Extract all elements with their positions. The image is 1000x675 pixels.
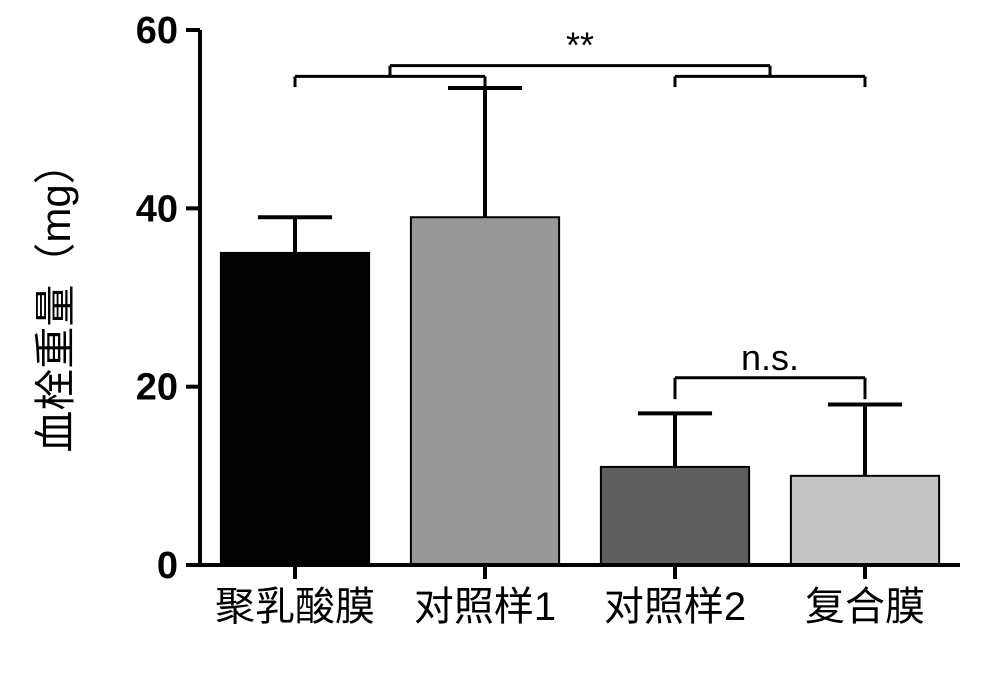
bar	[221, 253, 369, 565]
bar	[791, 476, 939, 565]
bar	[601, 467, 749, 565]
significance-label: n.s.	[741, 337, 799, 378]
bar	[411, 217, 559, 565]
y-tick-label: 0	[157, 545, 178, 587]
chart-container: 0 20 40 60 聚乳酸膜对照样1 对照样2 复合膜 血栓重量（mg） ** n.s.	[0, 0, 1000, 675]
category-label: 聚乳酸膜	[215, 585, 375, 629]
y-tick-label: 60	[136, 10, 178, 52]
y-axis-label: 血栓重量（mg）	[32, 142, 79, 452]
bar-chart-svg: 0 20 40 60 聚乳酸膜对照样1 对照样2 复合膜 血栓重量（mg） ** n.s.	[0, 0, 1000, 675]
category-label: 对照样2	[604, 585, 746, 629]
y-tick-label: 40	[136, 188, 178, 230]
y-tick-label: 20	[136, 367, 178, 409]
category-label: 复合膜	[805, 585, 925, 629]
category-label: 对照样1	[414, 585, 556, 629]
significance-label: **	[566, 25, 594, 66]
